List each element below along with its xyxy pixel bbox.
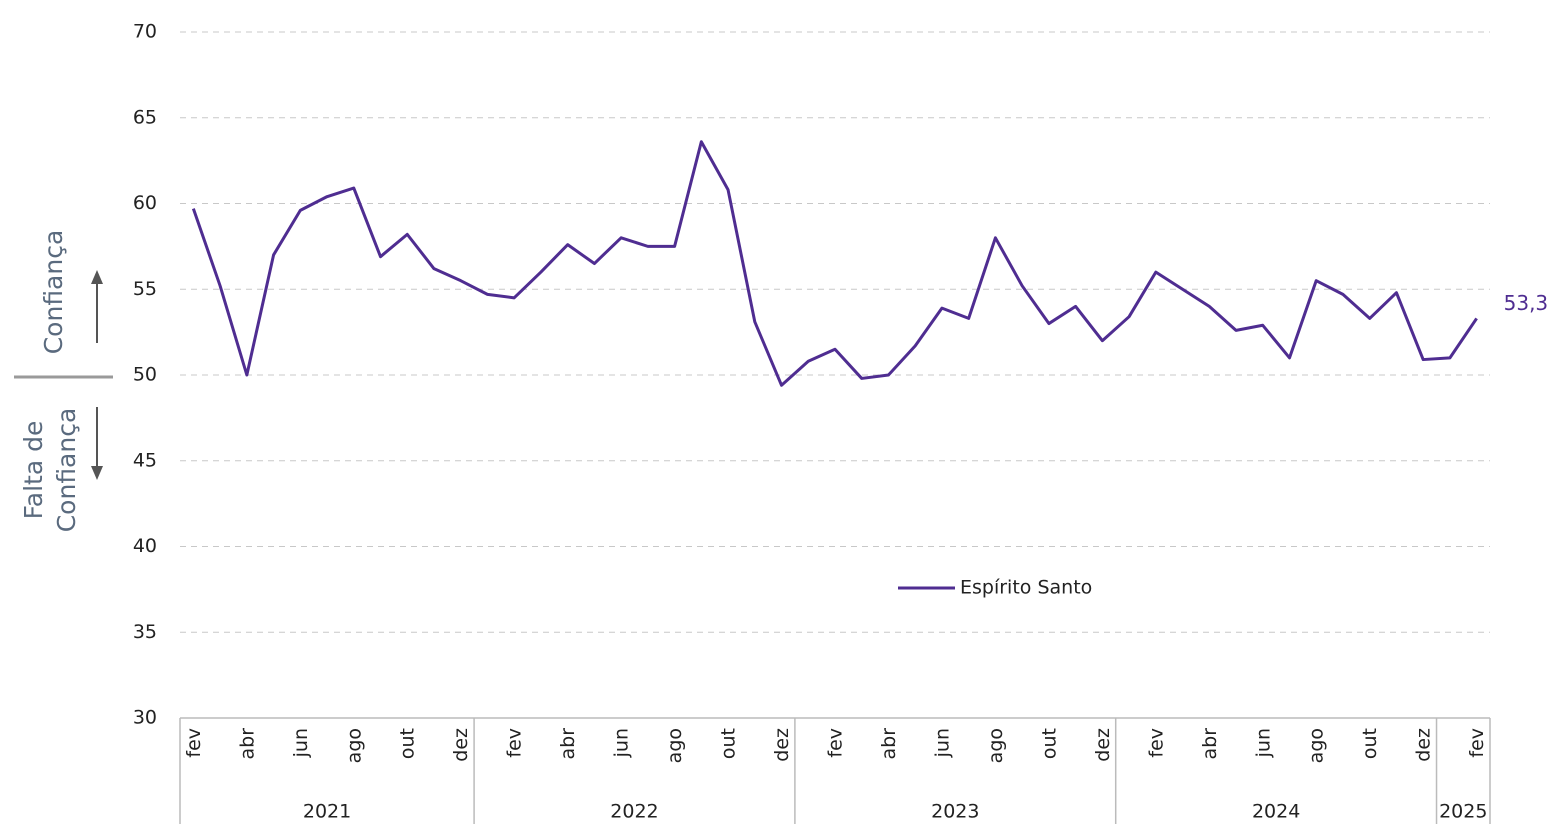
- y-tick-label: 60: [133, 192, 157, 214]
- x-tick-label: ago: [664, 728, 686, 763]
- x-tick-label: fev: [825, 728, 847, 758]
- data-label: 53,3: [1504, 291, 1549, 315]
- x-tick-label: jun: [931, 728, 953, 758]
- x-tick-label: out: [718, 728, 740, 759]
- x-tick-label: ago: [1306, 728, 1328, 763]
- y-tick-label: 55: [133, 278, 157, 300]
- x-tick-label: out: [1359, 728, 1381, 759]
- x-tick-label: ago: [343, 728, 365, 763]
- legend-label: Espírito Santo: [960, 577, 1092, 599]
- x-tick-label: dez: [1092, 728, 1114, 762]
- y-tick-label: 40: [133, 535, 157, 557]
- year-label: 2022: [610, 801, 658, 823]
- year-label: 2025: [1439, 801, 1487, 823]
- y-tick-label: 45: [133, 449, 157, 471]
- y-tick-label: 50: [133, 364, 157, 386]
- x-tick-label: dez: [1413, 728, 1435, 762]
- x-tick-label: abr: [557, 728, 579, 760]
- x-tick-label: ago: [985, 728, 1007, 763]
- x-tick-label: fev: [183, 728, 205, 758]
- year-label: 2023: [931, 801, 979, 823]
- year-label: 2021: [303, 801, 351, 823]
- year-label: 2024: [1252, 801, 1300, 823]
- arrows: [91, 270, 103, 480]
- x-tick-label: jun: [290, 728, 312, 758]
- x-tick-label: dez: [450, 728, 472, 762]
- x-tick-label: out: [397, 728, 419, 759]
- annotation: Confiança: [52, 408, 81, 533]
- annotation: Confiança: [39, 230, 68, 355]
- y-tick-label: 70: [133, 21, 157, 43]
- x-tick-label: abr: [236, 728, 258, 760]
- x-tick-label: out: [1038, 728, 1060, 759]
- x-tick-label: abr: [1199, 728, 1221, 760]
- x-tick-label: fev: [504, 728, 526, 758]
- x-tick-label: abr: [878, 728, 900, 760]
- y-tick-label: 65: [133, 106, 157, 128]
- x-tick-label: jun: [1252, 728, 1274, 758]
- annotation: Falta de: [19, 421, 48, 520]
- y-tick-label: 35: [133, 621, 157, 643]
- series-line: [191, 140, 1478, 387]
- x-tick-label: dez: [771, 728, 793, 762]
- y-tick-label: 30: [133, 707, 157, 729]
- x-tick-label: fev: [1466, 728, 1488, 758]
- x-tick-label: jun: [611, 728, 633, 758]
- x-tick-label: fev: [1145, 728, 1167, 758]
